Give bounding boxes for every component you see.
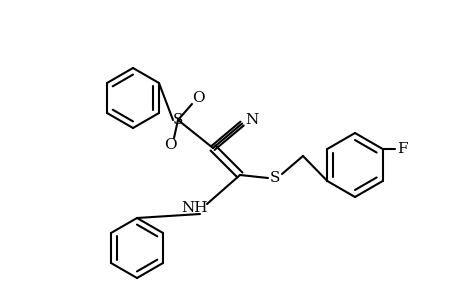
Text: NH: NH xyxy=(181,201,208,215)
Text: O: O xyxy=(191,91,204,105)
Text: O: O xyxy=(163,138,176,152)
Text: N: N xyxy=(245,112,258,127)
Text: F: F xyxy=(397,142,407,156)
Text: S: S xyxy=(269,171,280,185)
Text: S: S xyxy=(173,113,183,127)
